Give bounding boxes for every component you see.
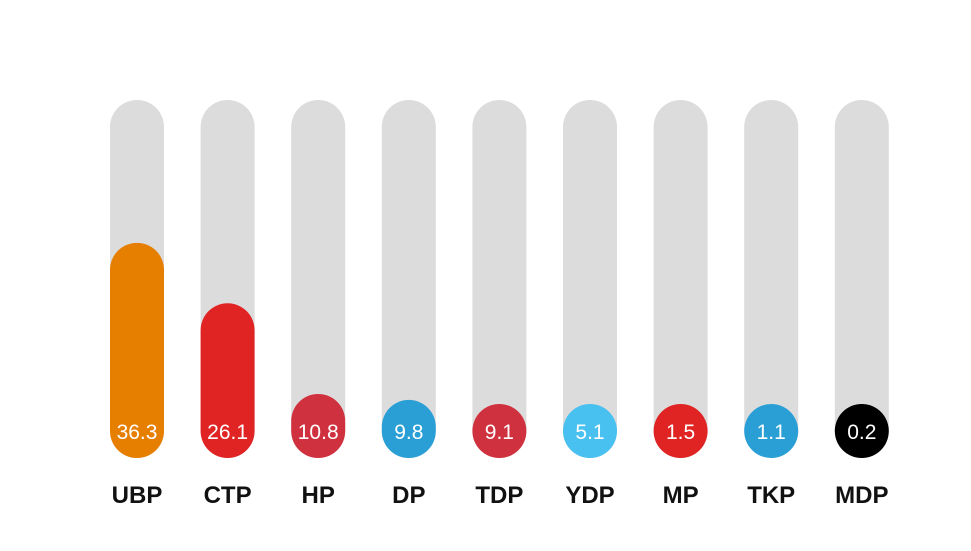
value-label-ubp: 36.3 [117,421,158,444]
bar-mp [653,404,708,458]
category-label-tdp: TDP [475,482,523,509]
category-label-hp: HP [302,482,335,509]
category-label-ydp: YDP [565,482,614,509]
value-label-tkp: 1.1 [757,421,786,444]
bar-ubp [110,242,164,458]
bar-track-dp [381,100,436,459]
bar-tdp [472,403,527,458]
category-label-tkp: TKP [747,482,795,509]
category-labels: UBP CTP HP DP TDP YDP MP TKP MDP [112,482,889,509]
bars [110,242,889,458]
bar-track-mp [653,100,708,459]
bar-ydp [563,404,617,458]
bar-track-tdp [472,99,527,458]
category-label-mdp: MDP [835,482,888,509]
bar-track-hp [291,100,346,459]
bar-mdp [834,404,889,458]
bar-track-ydp [563,100,617,458]
category-label-ctp: CTP [204,482,252,509]
value-labels: 36.3 26.1 10.8 9.8 9.1 5.1 1.5 1.1 0.2 [117,421,877,444]
value-label-tdp: 9.1 [485,421,514,444]
bar-track-mdp [834,100,889,459]
value-label-mp: 1.5 [666,421,695,444]
bar-track-tkp [744,100,799,459]
value-label-dp: 9.8 [394,421,423,444]
bar-ctp [200,303,255,458]
bar-tkp [744,404,799,458]
category-label-mp: MP [663,482,699,509]
category-label-dp: DP [392,482,425,509]
value-label-ydp: 5.1 [575,421,604,444]
bar-dp [381,399,436,458]
value-label-hp: 10.8 [298,421,339,444]
value-label-mdp: 0.2 [847,421,876,444]
bar-hp [291,393,346,458]
category-label-ubp: UBP [112,482,163,509]
value-label-ctp: 26.1 [207,421,248,444]
bar-tracks [110,99,889,459]
